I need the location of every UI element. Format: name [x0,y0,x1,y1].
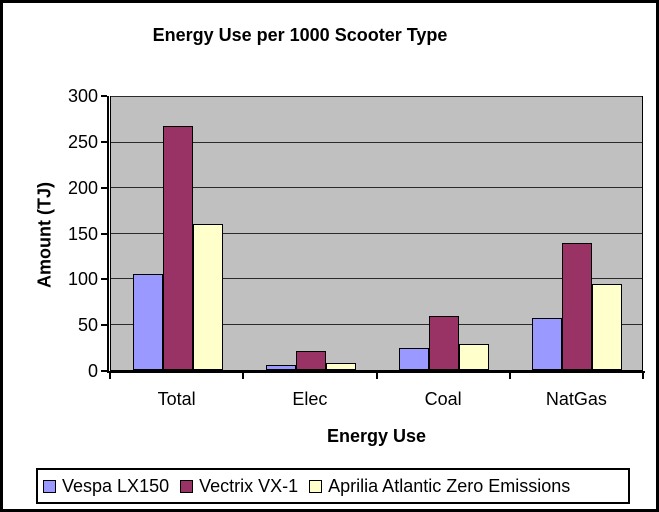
bar-vespa-coal [399,348,430,370]
x-axis-line [107,371,645,373]
y-tick-label: 100 [67,269,98,290]
bar-vespa-natgas [532,318,563,370]
legend-label: Vectrix VX-1 [199,475,299,496]
legend-item: Vectrix VX-1 [180,476,298,497]
bar-vectrix-natgas [562,242,593,370]
plot-area [110,96,643,371]
legend-item: Vespa LX150 [43,476,169,497]
bar-group-coal [378,97,511,370]
legend: Vespa LX150 Vectrix VX-1 Aprilia Atlantic … [36,468,630,504]
gridline [111,323,642,325]
y-tick-mark [101,140,107,143]
x-tick-mark [642,373,644,379]
y-tick-mark [101,324,107,327]
x-tick-mark [109,373,111,379]
x-axis-title: Energy Use [326,426,427,446]
bar-group-total [111,97,244,370]
y-tick-mark [101,232,107,235]
y-tick-label: 250 [67,131,98,152]
x-tick-mark [508,373,511,379]
bar-aprilia-coal [459,343,490,370]
y-tick-mark [101,278,107,281]
bar-aprilia-elec [325,362,356,370]
y-tick-mark [101,95,107,97]
x-category-label: Elec [292,389,328,409]
legend-swatch [43,479,56,493]
legend-item: Aprilia Atlantic Zero Emissions [309,476,570,497]
bar-vectrix-elec [295,350,326,370]
y-tick-label: 0 [87,361,98,381]
y-tick-label: 200 [67,177,98,198]
y-axis-line [107,96,109,373]
bar-aprilia-total [192,224,223,370]
x-category-label: Total [157,389,196,409]
gridline [111,278,642,279]
bar-group-natgas [511,97,644,370]
x-category-label: Coal [424,389,462,409]
bar-vectrix-coal [429,316,460,370]
y-tick-label: 300 [67,86,98,106]
bar-vespa-elec [265,364,296,370]
bar-vespa-total [132,274,163,370]
bar-vectrix-total [162,126,193,370]
x-category-label: NatGas [545,389,607,409]
legend-swatch [180,479,194,493]
legend-label: Aprilia Atlantic Zero Emissions [328,475,571,496]
legend-swatch [309,479,323,493]
x-tick-mark [242,373,245,379]
y-tick-mark [101,370,107,372]
y-tick-mark [101,186,107,189]
gridline [111,232,642,234]
x-tick-mark [375,373,378,379]
bar-group-elec [244,97,377,370]
bar-aprilia-natgas [592,283,623,370]
legend-label: Vespa LX150 [62,475,170,496]
gridline [111,187,642,188]
chart-title: Energy Use per 1000 Scooter Type [152,25,448,45]
y-tick-label: 150 [67,223,98,244]
y-tick-label: 50 [77,315,98,336]
gridline [111,141,642,143]
gridline [111,96,642,97]
